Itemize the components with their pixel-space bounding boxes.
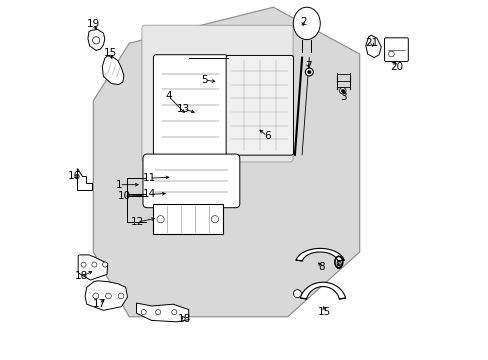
Text: 2: 2 [299, 17, 306, 27]
FancyBboxPatch shape [152, 204, 223, 234]
Text: 8: 8 [318, 262, 325, 272]
Circle shape [102, 262, 107, 267]
Circle shape [92, 262, 97, 267]
Circle shape [92, 37, 100, 44]
Text: 20: 20 [389, 62, 403, 72]
Circle shape [307, 70, 310, 74]
Text: 3: 3 [340, 92, 346, 102]
Circle shape [157, 216, 164, 223]
Polygon shape [300, 282, 345, 299]
Text: 18: 18 [178, 314, 191, 324]
Text: 7: 7 [305, 60, 311, 71]
Circle shape [81, 262, 86, 267]
Polygon shape [365, 35, 381, 58]
Text: 14: 14 [142, 189, 155, 199]
Text: 16: 16 [68, 171, 81, 181]
Circle shape [141, 310, 146, 315]
Text: 4: 4 [165, 91, 172, 102]
Text: 18: 18 [75, 271, 88, 282]
Polygon shape [88, 30, 104, 50]
Polygon shape [102, 56, 123, 85]
FancyBboxPatch shape [225, 55, 293, 155]
Circle shape [305, 68, 313, 76]
FancyBboxPatch shape [142, 154, 239, 208]
Circle shape [339, 87, 346, 94]
Polygon shape [136, 303, 188, 322]
Text: 19: 19 [86, 19, 100, 29]
Polygon shape [77, 168, 91, 190]
Text: 9: 9 [335, 261, 342, 271]
Circle shape [387, 51, 393, 57]
FancyBboxPatch shape [142, 25, 292, 162]
Ellipse shape [293, 7, 320, 40]
Text: 6: 6 [264, 131, 270, 141]
FancyBboxPatch shape [384, 38, 407, 62]
Text: 17: 17 [92, 299, 105, 309]
Circle shape [341, 89, 344, 92]
Circle shape [105, 293, 111, 299]
Circle shape [211, 216, 218, 223]
Polygon shape [85, 281, 127, 310]
Circle shape [293, 290, 301, 298]
Text: 21: 21 [365, 38, 378, 48]
Text: 11: 11 [142, 173, 155, 183]
Polygon shape [295, 248, 344, 261]
Text: 1: 1 [116, 180, 122, 190]
Circle shape [171, 310, 177, 315]
Text: 13: 13 [176, 104, 189, 114]
FancyBboxPatch shape [153, 55, 227, 156]
Text: 5: 5 [201, 75, 208, 85]
Circle shape [93, 293, 99, 299]
Text: 15: 15 [318, 307, 331, 317]
Text: 10: 10 [117, 191, 130, 201]
Text: 15: 15 [103, 48, 117, 58]
Text: 12: 12 [130, 217, 143, 227]
Circle shape [155, 310, 160, 315]
Polygon shape [78, 255, 107, 280]
Polygon shape [93, 7, 359, 317]
Circle shape [118, 293, 123, 299]
